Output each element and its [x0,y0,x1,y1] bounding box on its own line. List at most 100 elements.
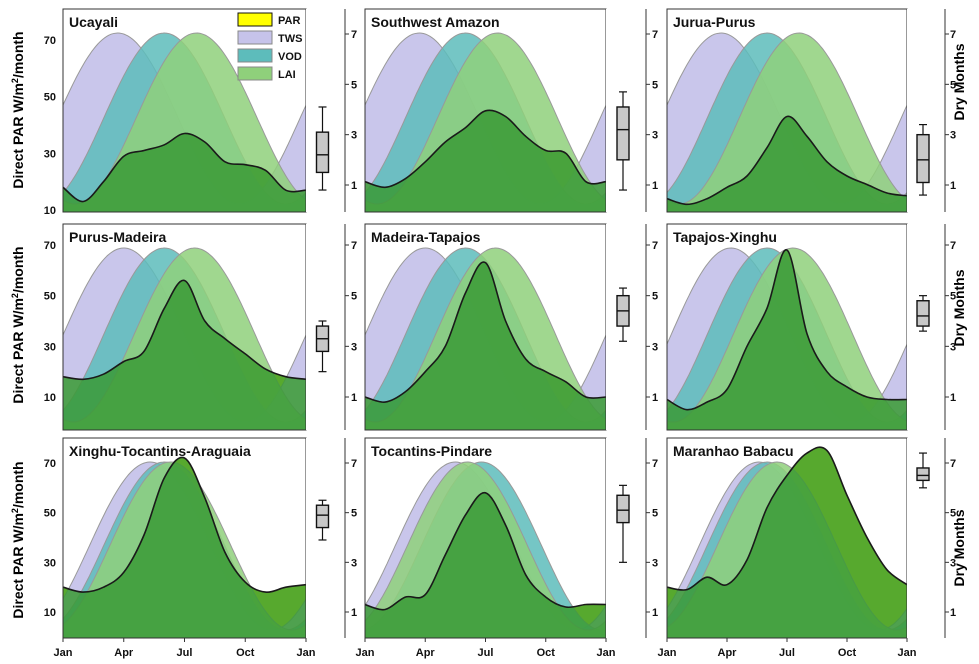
x-tick-label: Apr [718,647,738,659]
y-tick-label: 50 [44,92,56,104]
dry-tick-label: 3 [950,557,956,569]
x-tick-label: Jan [356,647,375,659]
plot-area [365,247,606,430]
dry-tick-label: 5 [351,291,357,303]
par-line [63,279,306,381]
box-iqr [315,131,330,174]
box-iqr [916,300,930,327]
overlap-area [63,457,306,638]
dry-tick-label: 5 [351,508,357,520]
x-tick-label: Oct [537,647,556,659]
dry-tick-label: 7 [652,458,658,470]
par-line [63,456,306,593]
x-tick-label: Jan [898,647,917,659]
panel-8: Tocantins-Pindare 1 3 5 7 Jan Apr Jul Oct Jan [356,437,658,659]
y-tick-label: 70 [44,240,56,252]
par-line [63,132,306,203]
par-line [365,491,606,611]
overlap-area [365,492,606,638]
panel-4: Purus-Madeira 1 3 5 7 10 30 50 70 [44,223,357,431]
dry-tick-label: 3 [950,130,956,142]
box-iqr [616,494,630,524]
legend-label-vod: VOD [278,51,302,63]
y-tick-label: 50 [44,291,56,303]
x-tick-label: Jan [54,647,73,659]
dry-tick-label: 1 [351,607,357,619]
box-area [306,9,345,212]
par-line [667,115,907,206]
overlap-area [63,133,306,212]
dry-tick-label: 7 [351,458,357,470]
par-line [667,249,907,411]
x-tick-label: Jan [658,647,677,659]
plot-area [365,32,606,212]
ylabel-left-row1: Direct PAR W/m2/month [10,31,26,188]
panel-title: Ucayali [69,14,118,30]
x-tick-label: Jul [779,647,795,659]
plot-area [667,32,907,212]
overlap-area [365,262,606,430]
dry-tick-label: 3 [652,130,658,142]
plot-area [667,446,907,638]
dry-tick-label: 5 [652,79,658,91]
dry-tick-label: 1 [652,607,658,619]
box-area [907,224,945,430]
plot-area [63,32,306,212]
dry-tick-label: 1 [950,607,956,619]
x-tick-label: Oct [236,647,255,659]
plot-area [63,247,306,430]
ylabel-right-row2: Dry Months [951,269,967,346]
plot-area [63,456,306,638]
dry-tick-label: 7 [652,29,658,41]
panel-title: Xinghu-Tocantins-Araguaia [69,443,251,459]
overlap-area [63,280,306,430]
y-tick-label: 30 [44,557,56,569]
dry-tick-label: 3 [652,557,658,569]
legend-swatch-tws [237,30,273,45]
x-tick-label: Apr [416,647,436,659]
dry-tick-label: 1 [950,392,956,404]
box-iqr [616,106,630,161]
y-tick-label: 30 [44,341,56,353]
par-line [667,446,907,591]
dry-tick-label: 5 [950,79,956,91]
panel-2: Southwest Amazon 1 3 5 7 [364,8,658,213]
panel-3: Jurua-Purus 1 3 5 7 [666,8,956,213]
panel-9: Maranhao Babacu 1 3 5 7 Jan Apr Jul Oct Jan [658,437,956,659]
x-tick-label: Apr [114,647,134,659]
y-tick-label: 10 [44,392,56,404]
dry-tick-label: 5 [652,291,658,303]
ylabel-left-row3: Direct PAR W/m2/month [10,461,26,618]
panel-title: Tapajos-Xinghu [673,229,777,245]
x-tick-label: Jul [478,647,494,659]
y-tick-label: 50 [44,508,56,520]
panel-7: Xinghu-Tocantins-Araguaia 1 3 5 7 10 30 50 70 Jan… [44,437,357,659]
panel-title: Southwest Amazon [371,14,500,30]
x-tick-label: Oct [838,647,857,659]
legend-label-lai: LAI [278,69,296,81]
box-area [606,438,646,638]
panel-title: Purus-Madeira [69,229,166,245]
overlap-area [667,249,907,430]
plot-area [667,247,907,430]
ylabel-right-row1: Dry Months [951,43,967,120]
par-line [365,261,606,403]
ylabel-right-row3: Dry Months [951,509,967,586]
box-iqr [916,467,930,482]
y-tick-label: 10 [44,205,56,217]
dry-tick-label: 7 [950,458,956,470]
x-tick-label: Jan [597,647,616,659]
panel-title: Madeira-Tapajos [371,229,481,245]
panel-title: Tocantins-Pindare [371,443,492,459]
overlap-area [667,447,907,638]
panel-title: Maranhao Babacu [673,443,794,459]
x-tick-label: Jan [297,647,316,659]
dry-tick-label: 5 [950,508,956,520]
plot-area [365,461,606,638]
dry-tick-label: 1 [652,392,658,404]
dry-tick-label: 5 [950,291,956,303]
legend-swatch-vod [237,48,273,63]
panel-6: Tapajos-Xinghu 1 3 5 7 [666,223,956,431]
panel-1: Ucayali 1 3 5 7 10 30 50 70 [44,8,357,217]
